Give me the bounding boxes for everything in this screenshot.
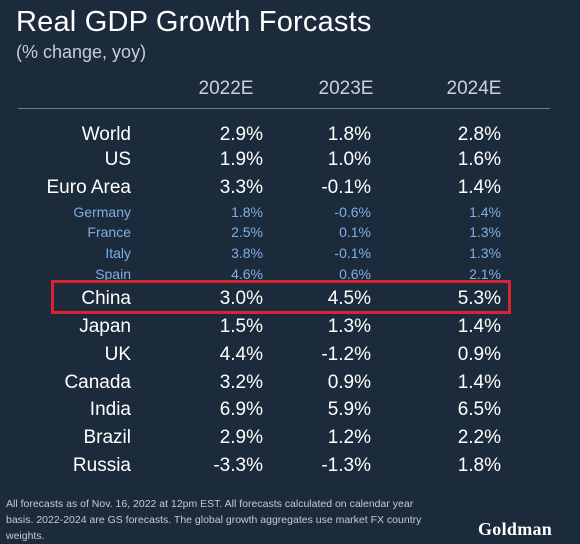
column-header-2023e: 2023E [318, 78, 374, 99]
cell-2024e: 0.9% [457, 344, 501, 365]
row-label: Italy [105, 245, 131, 261]
cell-2022e: 2.5% [231, 224, 263, 240]
row-label: China [81, 288, 131, 309]
cell-2022e: 4.6% [231, 266, 263, 282]
cell-2024e: 5.3% [457, 288, 501, 309]
cell-2023e: 1.3% [327, 316, 371, 337]
footnote: All forecasts as of Nov. 16, 2022 at 12p… [6, 498, 422, 542]
cell-2024e: 1.4% [457, 316, 501, 337]
chart-subtitle: (% change, yoy) [16, 42, 147, 62]
china-highlight-box [51, 280, 511, 314]
cell-2023e: -0.6% [334, 204, 371, 220]
cell-2024e: 1.3% [469, 245, 501, 261]
row-label: US [104, 149, 131, 170]
cell-2024e: 2.8% [457, 124, 501, 145]
cell-2022e: 3.2% [219, 372, 263, 393]
cell-2024e: 1.8% [457, 455, 501, 476]
cell-2022e: 2.9% [219, 427, 263, 448]
cell-2023e: 1.0% [327, 149, 371, 170]
cell-2022e: 6.9% [219, 399, 263, 420]
cell-2022e: 3.3% [219, 177, 263, 198]
cell-2023e: 5.9% [327, 399, 371, 420]
cell-2023e: 0.9% [327, 372, 371, 393]
cell-2022e: 3.0% [219, 288, 263, 309]
cell-2023e: -0.1% [334, 245, 371, 261]
row-label: India [89, 399, 131, 420]
column-header-2024e: 2024E [446, 78, 502, 99]
cell-2024e: 2.1% [469, 266, 501, 282]
row-label: World [81, 124, 131, 145]
cell-2022e: 4.4% [219, 344, 263, 365]
cell-2023e: 1.2% [327, 427, 371, 448]
chart-title: Real GDP Growth Forcasts [16, 6, 372, 38]
column-header-2022e: 2022E [198, 78, 254, 99]
row-label: France [87, 224, 131, 240]
row-label: UK [104, 344, 131, 365]
cell-2024e: 1.4% [457, 177, 501, 198]
cell-2022e: 3.8% [231, 245, 263, 261]
cell-2022e: 2.9% [219, 124, 263, 145]
cell-2022e: -3.3% [213, 455, 263, 476]
row-label: Canada [64, 372, 131, 393]
row-label: Euro Area [46, 177, 132, 198]
cell-2024e: 1.4% [457, 372, 501, 393]
cell-2024e: 1.3% [469, 224, 501, 240]
brand-logo: Goldman [478, 519, 553, 539]
cell-2024e: 2.2% [457, 427, 501, 448]
header-divider [18, 108, 550, 109]
cell-2023e: -1.3% [321, 455, 371, 476]
cell-2023e: 0.6% [339, 266, 371, 282]
row-label: Russia [72, 455, 131, 476]
cell-2024e: 6.5% [457, 399, 501, 420]
cell-2024e: 1.6% [457, 149, 501, 170]
cell-2022e: 1.8% [231, 204, 263, 220]
cell-2023e: 1.8% [327, 124, 371, 145]
cell-2022e: 1.9% [219, 149, 263, 170]
row-label: Brazil [83, 427, 131, 448]
cell-2023e: -0.1% [321, 177, 371, 198]
row-label: Germany [73, 204, 131, 220]
cell-2023e: 4.5% [327, 288, 371, 309]
row-label: Spain [95, 266, 131, 282]
cell-2024e: 1.4% [469, 204, 501, 220]
cell-2023e: -1.2% [321, 344, 371, 365]
cell-2022e: 1.5% [219, 316, 263, 337]
cell-2023e: 0.1% [339, 224, 371, 240]
row-label: Japan [79, 316, 131, 337]
